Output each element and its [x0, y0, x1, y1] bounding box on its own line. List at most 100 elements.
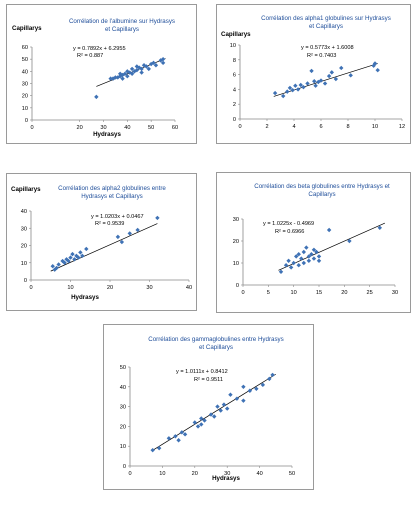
- x-tick-label: 20: [192, 471, 198, 477]
- data-point: [270, 372, 275, 378]
- trend-line: [273, 63, 378, 97]
- chart-panel-alpha1: Corrélation des alpha1 globulines sur Hy…: [216, 4, 411, 144]
- data-point: [311, 247, 317, 252]
- r-squared: R² = 0.9511: [194, 377, 223, 383]
- y-axis-label: Capillarys: [221, 31, 251, 38]
- data-point: [348, 73, 353, 78]
- x-tick-label: 25: [367, 290, 373, 296]
- data-point: [377, 225, 382, 230]
- data-point: [228, 392, 233, 397]
- y-tick-label: 10: [233, 261, 239, 267]
- chart-panel-alpha2: Capillarys Corrélation des alpha2 globul…: [6, 173, 197, 311]
- scatter-plot: 0 10 20 30 40 50 0 10 20 30 40 50: [120, 365, 295, 477]
- x-tick-label: 60: [172, 125, 178, 131]
- x-axis-label: Hydrasys: [93, 131, 121, 138]
- x-tick-label: 0: [30, 125, 33, 131]
- x-tick-label: 6: [319, 124, 322, 130]
- data-point: [295, 87, 301, 92]
- data-point: [153, 63, 159, 68]
- x-tick-label: 0: [238, 124, 241, 130]
- scatter-plot: 0 10 20 30 40 0 10 20 30 40: [21, 209, 192, 291]
- x-tick-label: 5: [267, 290, 270, 296]
- x-tick-label: 8: [346, 124, 349, 130]
- data-point: [115, 234, 121, 240]
- y-tick-label: 10: [230, 43, 236, 49]
- chart-title: Corrélation des beta globulines entre Hy…: [254, 183, 390, 198]
- data-point: [94, 94, 99, 100]
- scatter-plot: 0 2 4 6 8 10 0 2 4 6 8 10 12: [230, 43, 405, 130]
- data-point: [333, 76, 339, 82]
- y-tick-label: 30: [21, 226, 27, 232]
- data-point: [64, 257, 69, 262]
- data-point: [80, 253, 85, 259]
- x-axis-label: Hydrasys: [212, 475, 240, 482]
- data-point: [129, 66, 135, 72]
- data-point: [212, 414, 217, 419]
- x-tick-label: 2: [265, 124, 268, 130]
- data-point: [305, 81, 310, 86]
- data-point: [120, 76, 125, 81]
- data-point: [304, 245, 309, 250]
- data-point: [290, 87, 295, 93]
- x-tick-label: 0: [29, 285, 32, 291]
- data-point: [195, 424, 201, 429]
- data-point: [182, 432, 188, 437]
- r-squared: R² = 0.6966: [275, 229, 305, 235]
- scatter-plot: 0 10 20 30 40 50 60 0 20 30 40 50 60: [22, 45, 178, 131]
- trend-equation: y = 1.0111x + 0.8412: [176, 369, 228, 375]
- data-point: [127, 231, 132, 236]
- y-tick-label: 0: [123, 464, 126, 470]
- chart-title: Corrélation de l'albumine sur Hydrasys e…: [68, 18, 176, 33]
- data-point: [144, 64, 149, 69]
- data-point: [215, 404, 220, 409]
- data-point: [278, 269, 284, 274]
- data-point: [372, 61, 378, 66]
- data-point: [288, 265, 294, 270]
- y-tick-label: 10: [22, 106, 28, 112]
- x-tick-label: 40: [256, 471, 262, 477]
- trend-equation: y = 0.7892x + 6.2955: [73, 46, 126, 52]
- data-point: [173, 434, 178, 439]
- data-point: [76, 255, 81, 260]
- data-point: [120, 72, 125, 78]
- x-tick-label: 20: [107, 285, 113, 291]
- x-tick-label: 30: [146, 285, 152, 291]
- data-point: [301, 260, 306, 266]
- data-point: [301, 249, 306, 255]
- data-point: [254, 386, 259, 391]
- data-point: [199, 416, 204, 421]
- data-point: [339, 65, 344, 71]
- data-point: [166, 436, 172, 441]
- data-point: [371, 63, 376, 68]
- x-tick-label: 30: [100, 125, 106, 131]
- y-tick-label: 20: [233, 239, 239, 245]
- data-point: [281, 93, 286, 99]
- x-tick-label: 0: [241, 290, 244, 296]
- x-tick-label: 50: [289, 471, 295, 477]
- data-point: [247, 388, 253, 393]
- data-point: [314, 249, 319, 255]
- y-tick-label: 40: [21, 209, 27, 215]
- data-point: [151, 60, 156, 66]
- data-point: [68, 255, 73, 260]
- data-point: [287, 85, 293, 91]
- trend-equation: y = 1.0203x + 0.0467: [91, 214, 144, 220]
- data-point: [241, 398, 246, 403]
- data-point: [326, 73, 332, 79]
- data-point: [119, 239, 125, 245]
- data-point: [139, 66, 144, 72]
- x-tick-label: 30: [224, 471, 230, 477]
- y-tick-label: 30: [233, 217, 239, 223]
- y-tick-label: 40: [120, 385, 126, 391]
- data-point: [150, 447, 155, 453]
- data-point: [137, 65, 142, 70]
- chart-panel-gamma: Corrélation des gammaglobulines entre Hy…: [103, 324, 314, 490]
- data-point: [66, 258, 71, 264]
- data-point: [221, 402, 227, 407]
- data-point: [139, 70, 144, 75]
- y-tick-label: 30: [22, 82, 28, 88]
- data-point: [322, 81, 328, 86]
- data-point: [78, 250, 83, 255]
- x-tick-label: 0: [128, 471, 131, 477]
- y-tick-label: 40: [22, 69, 28, 75]
